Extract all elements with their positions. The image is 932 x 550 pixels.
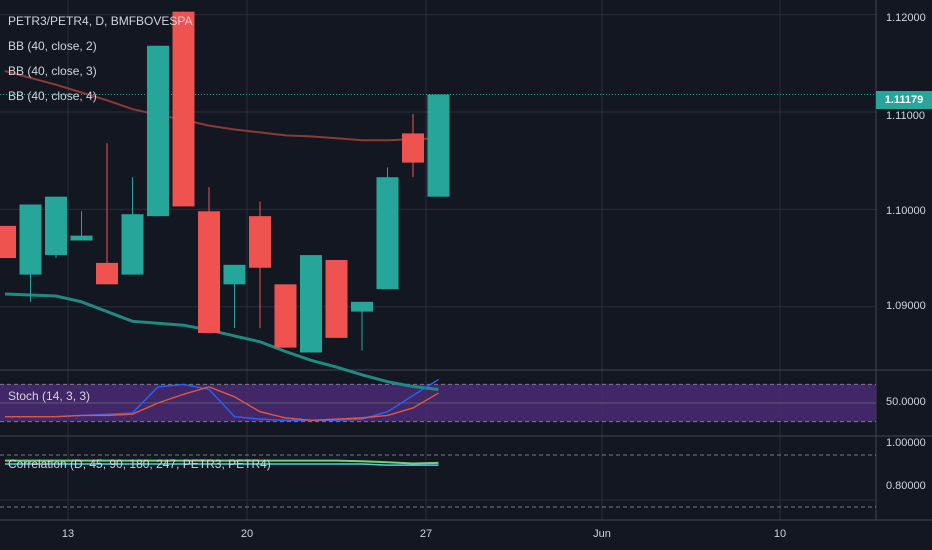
- corr-series-2: [5, 463, 439, 466]
- candle-body-1: [19, 204, 42, 275]
- candle-body-14: [351, 301, 373, 312]
- corr-series-1: [5, 459, 439, 465]
- stoch-d-line: [5, 386, 439, 422]
- candles: [0, 11, 450, 353]
- bb-mid-line: [4, 70, 439, 142]
- bb-indicator-1-label[interactable]: BB (40, close, 2): [8, 39, 97, 53]
- grid-lines: [0, 0, 932, 521]
- candle-body-0: [0, 225, 16, 259]
- price-tick-1: 1.12000: [886, 12, 926, 24]
- price-tick-3: 1.10000: [886, 205, 926, 217]
- stoch-label[interactable]: Stoch (14, 3, 3): [8, 389, 91, 403]
- date-label-jun: Jun: [593, 528, 611, 540]
- candle-body-16: [402, 133, 424, 163]
- candle-body-12: [300, 255, 322, 353]
- candle-body-2: [45, 196, 67, 256]
- candle-body-5: [121, 214, 144, 275]
- date-label-13: 13: [61, 528, 75, 540]
- candle-body-17: [427, 94, 450, 197]
- date-label-27: 27: [419, 528, 433, 540]
- candle-body-13: [325, 259, 348, 338]
- stoch-tick: 50.0000: [886, 396, 926, 408]
- corr-tick-2: 0.80000: [886, 480, 926, 492]
- indicator-bands: [0, 383, 876, 508]
- corr-tick-1: 1.00000: [886, 437, 926, 449]
- candle-body-11: [274, 284, 297, 348]
- candle-body-9: [223, 264, 246, 285]
- candle-body-7: [172, 11, 195, 207]
- correlation-label[interactable]: Correlation (D, 45, 90, 180, 247, PETR3,…: [8, 457, 271, 471]
- bb-indicator-3-label[interactable]: BB (40, close, 4): [8, 89, 97, 103]
- chart-title[interactable]: PETR3/PETR4, D, BMFBOVESPA: [8, 14, 193, 28]
- date-label-10: 10: [773, 528, 787, 540]
- bb-lower-line: [4, 292, 439, 391]
- candle-body-3: [70, 235, 93, 241]
- bb-indicator-2-label[interactable]: BB (40, close, 3): [8, 64, 97, 78]
- date-label-20: 20: [240, 528, 254, 540]
- candle-body-8: [198, 211, 220, 333]
- price-tick-2: 1.11000: [886, 110, 925, 122]
- price-tick-4: 1.09000: [886, 300, 926, 312]
- last-price-badge: 1.11179: [876, 91, 932, 109]
- candle-body-15: [376, 177, 399, 290]
- candle-body-4: [96, 262, 118, 285]
- candle-body-10: [249, 216, 271, 268]
- candle-body-6: [147, 45, 169, 217]
